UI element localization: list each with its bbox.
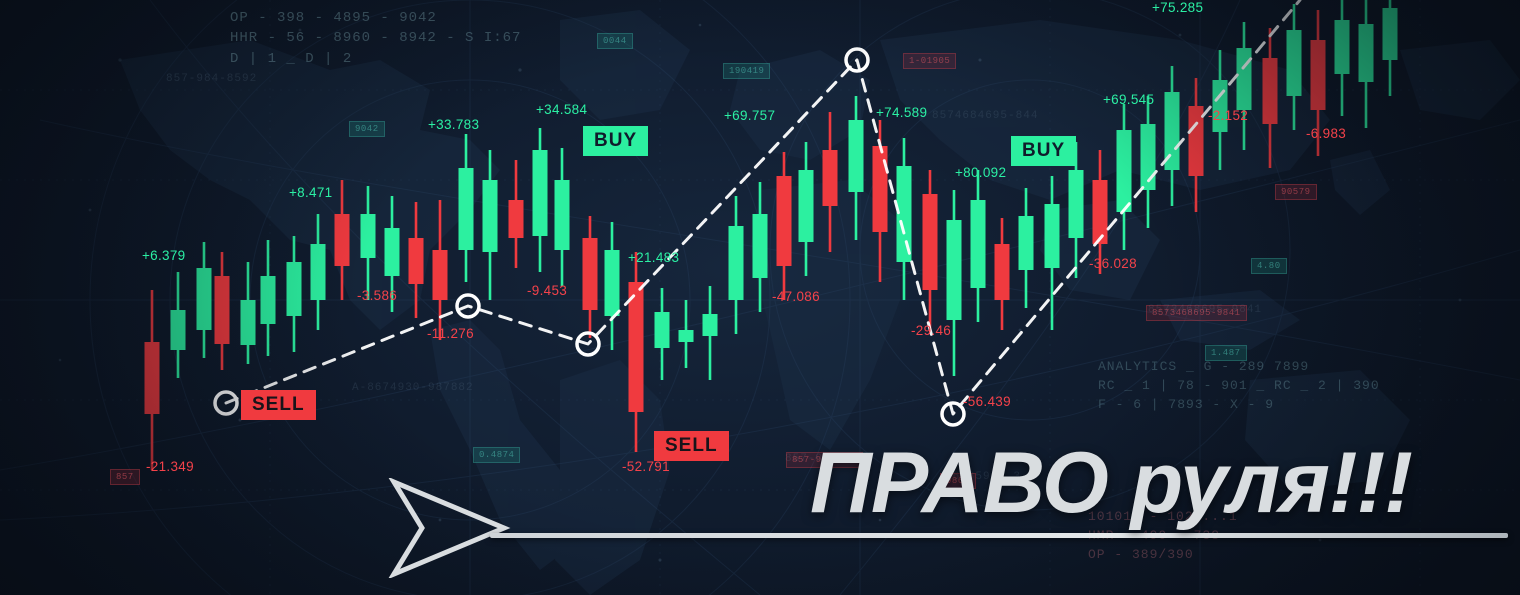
price-change-label: -21.349 (146, 459, 194, 474)
hud-code-badge: 1-01905 (903, 53, 957, 69)
hud-text-mid-faint-code: A-8674930-987882 (352, 382, 474, 394)
price-change-label: -6.983 (1306, 126, 1347, 141)
price-change-label: -52.791 (622, 459, 670, 474)
candle-body (1092, 180, 1108, 244)
hud-code-badge: 90579 (1275, 184, 1317, 200)
hud-code-badge: 190419 (723, 63, 771, 79)
hud-text-title-faint-code: 857-984-857 (785, 453, 869, 465)
price-change-label: -11.276 (427, 326, 474, 341)
candle-body (286, 262, 302, 316)
candle-body (628, 282, 644, 412)
candle-body (170, 310, 186, 350)
candle-body (214, 276, 230, 344)
hud-text-analytics-block: ANALYTICS _ G - 289 7899 RC _ 1 | 78 - 9… (1098, 359, 1380, 412)
price-change-label: +75.285 (1152, 0, 1204, 15)
candle-body (1310, 40, 1326, 110)
candle-body (334, 214, 350, 266)
price-change-label: +80.092 (955, 165, 1007, 180)
price-change-label: -47.086 (772, 289, 820, 304)
candle-body (260, 276, 276, 324)
price-change-label: +69.545 (1103, 92, 1155, 107)
candle-body (994, 244, 1010, 300)
candle-body (872, 146, 888, 232)
candle-body (848, 120, 864, 192)
hud-code-badge: 0044 (597, 33, 633, 49)
hud-code-badge: 857-984-857 (786, 452, 863, 468)
hud-text-map-faint-code: 8574684695-844 (932, 110, 1039, 122)
candle-body (554, 180, 570, 250)
candle-body (1116, 130, 1132, 212)
hud-code-badge: 857 (110, 469, 140, 485)
candle-body (582, 238, 598, 310)
candle-body (432, 250, 448, 300)
sell-signal-badge[interactable]: SELL (654, 431, 729, 461)
headline-underline (490, 533, 1508, 538)
sell-signal-badge[interactable]: SELL (241, 390, 316, 420)
candle-body (144, 342, 160, 414)
candle-body (702, 314, 718, 336)
price-change-label: +33.783 (428, 117, 480, 132)
price-change-label: -36.028 (1089, 256, 1137, 271)
hud-code-badge: 0.4874 (473, 447, 521, 463)
hud-code-badge: 8573468695-9841 (1146, 305, 1247, 321)
candle-body (196, 268, 212, 330)
candle-body (1018, 216, 1034, 270)
candle-body (482, 180, 498, 252)
candle-body (458, 168, 474, 250)
hud-code-badge: 1.487 (1205, 345, 1247, 361)
hud-text-left-faint-code: 857-984-8592 (166, 73, 258, 85)
buy-signal-badge[interactable]: BUY (1011, 136, 1077, 166)
candle-body (1382, 8, 1398, 60)
hud-code-badge: 4.80 (1251, 258, 1287, 274)
price-change-label: +21.483 (628, 250, 680, 265)
hud-code-badge: 9867 (940, 473, 976, 489)
candle-body (240, 300, 256, 345)
candle-body (946, 220, 962, 320)
candle-body (798, 170, 814, 242)
candle-body (822, 150, 838, 206)
price-change-label: +69.757 (724, 108, 776, 123)
price-change-label: -9.453 (527, 283, 568, 298)
candle-body (654, 312, 670, 348)
candle-body (922, 194, 938, 290)
price-change-label: -29.46 (911, 323, 952, 338)
price-change-label: -2.152 (1208, 108, 1249, 123)
page-title: ПРАВО руля!!! (810, 435, 1413, 531)
candle-body (1044, 204, 1060, 268)
candle-body (970, 200, 986, 288)
candle-body (1286, 30, 1302, 96)
hud-text-below-title-code: 664859...3 (945, 471, 1022, 483)
arrow-logo-icon (388, 478, 511, 578)
hud-text-right-faint-code: 8573468695-9841 (1148, 304, 1263, 316)
hud-code-badge: 9042 (349, 121, 385, 137)
price-change-label: -3.586 (357, 288, 398, 303)
candle-body (678, 330, 694, 342)
candle-body (604, 250, 620, 316)
candle-body (508, 200, 524, 238)
price-change-label: -56.439 (963, 394, 1011, 409)
candle-body (384, 228, 400, 276)
price-change-label: +74.589 (876, 105, 928, 120)
buy-signal-badge[interactable]: BUY (583, 126, 649, 156)
candle-body (408, 238, 424, 284)
hud-text-top-left-block: OP - 398 - 4895 - 9042 HHR - 56 - 8960 -… (230, 10, 522, 67)
headline-block: ПРАВО руля!!! (490, 435, 1510, 560)
price-change-label: +34.584 (536, 102, 588, 117)
candle-body (728, 226, 744, 300)
candle-body (1068, 170, 1084, 238)
candle-body (1262, 58, 1278, 124)
candle-body (752, 214, 768, 278)
price-change-label: +8.471 (289, 185, 333, 200)
candle-body (1358, 24, 1374, 82)
candle-body (532, 150, 548, 236)
candle-body (1236, 48, 1252, 110)
candle-body (360, 214, 376, 258)
candle-body (310, 244, 326, 300)
candle-body (1334, 20, 1350, 74)
candle-body (1212, 80, 1228, 132)
candle-body (776, 176, 792, 266)
price-change-label: +6.379 (142, 248, 186, 263)
